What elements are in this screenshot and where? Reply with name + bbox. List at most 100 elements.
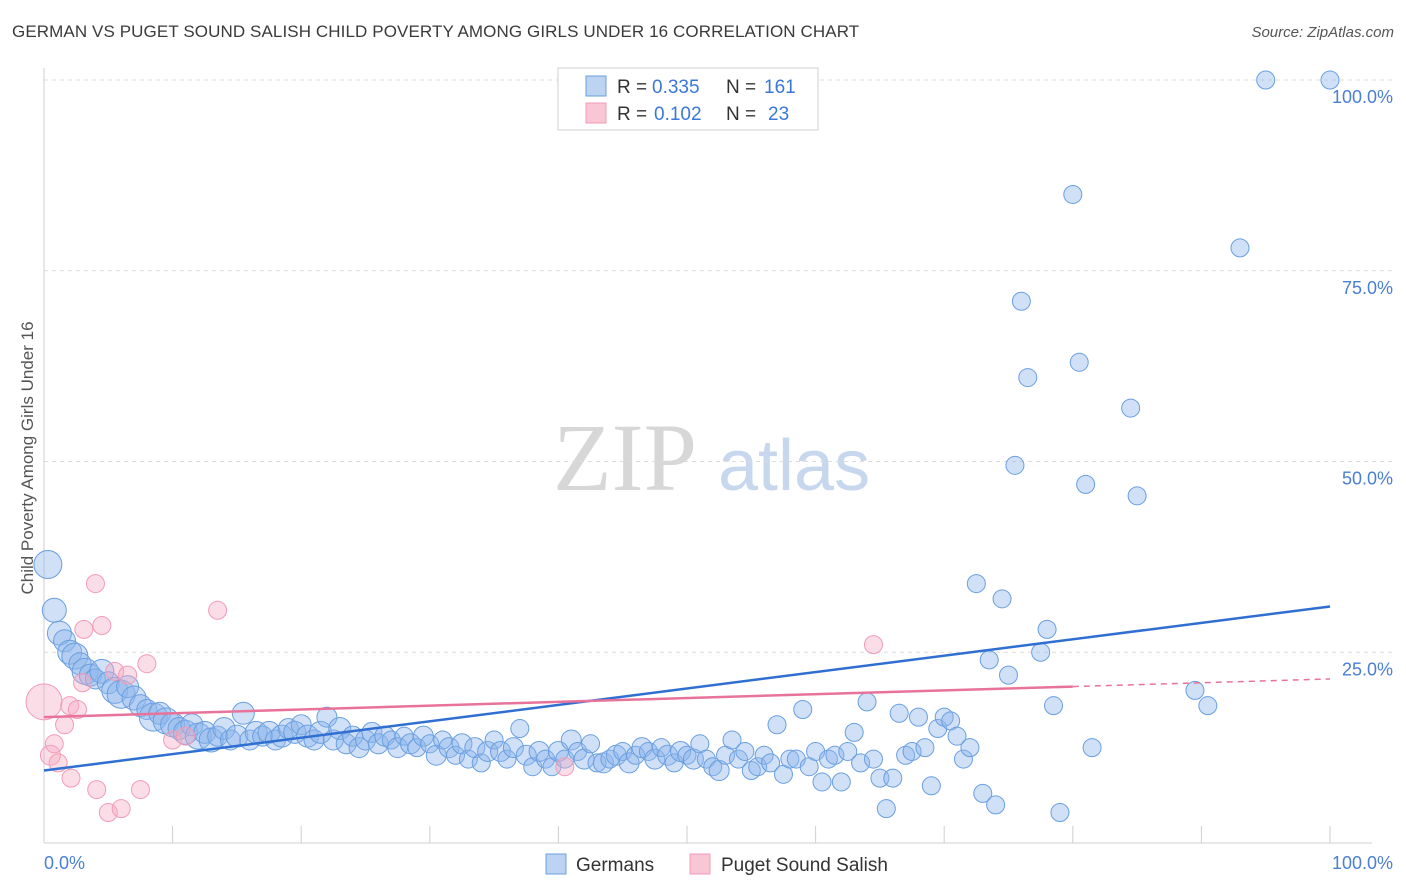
german-point-167 — [1230, 238, 1250, 258]
y-tick-label-50: 50.0% — [1342, 469, 1393, 489]
salish-point-0 — [25, 683, 63, 721]
watermark-zip: ZIP — [553, 404, 697, 511]
german-point-143 — [947, 726, 967, 746]
salish-point-6 — [61, 768, 81, 788]
bottom-legend-germans: Germans — [576, 855, 654, 876]
german-point-137 — [908, 707, 928, 727]
german-point-128 — [851, 753, 871, 773]
german-point-70 — [477, 740, 499, 762]
german-point-124 — [825, 745, 845, 765]
german-point-155 — [1031, 642, 1051, 662]
x-tick-label-100: 100.0% — [1332, 853, 1393, 873]
bottom-legend-salish: Puget Sound Salish — [721, 855, 888, 876]
german-point-159 — [1063, 184, 1083, 204]
gridlines — [44, 79, 1392, 653]
german-point-61 — [420, 734, 440, 754]
german-point-59 — [407, 738, 427, 758]
y-tick-label-100: 100.0% — [1332, 87, 1393, 107]
german-point-149 — [986, 795, 1006, 815]
german-point-134 — [889, 703, 909, 723]
bottom-legend: Germans Puget Sound Salish — [545, 853, 888, 876]
german-point-86 — [581, 734, 601, 754]
german-point-105 — [703, 757, 723, 777]
german-point-29 — [212, 717, 236, 741]
german-point-0 — [33, 550, 63, 580]
german-point-65 — [446, 745, 466, 765]
german-point-166 — [1198, 696, 1218, 716]
legend-swatch-salish — [585, 102, 607, 124]
german-point-150 — [992, 589, 1012, 609]
salish-point-23 — [863, 635, 883, 655]
german-point-130 — [863, 749, 883, 769]
german-point-125 — [831, 772, 851, 792]
german-point-91 — [613, 741, 633, 761]
salish-point-1 — [39, 744, 61, 766]
salish-series — [25, 574, 883, 822]
salish-point-13 — [98, 802, 118, 822]
trend-line-salish — [43, 685, 1073, 719]
legend-swatch-germans — [585, 75, 607, 97]
legend-n-label-salish: N = — [726, 104, 756, 125]
y-tick-label-25: 25.0% — [1342, 659, 1393, 679]
german-point-96 — [644, 748, 666, 770]
german-point-148 — [979, 650, 999, 670]
german-point-112 — [748, 757, 768, 777]
x-tick-label-0: 0.0% — [44, 853, 85, 873]
german-point-122 — [812, 772, 832, 792]
german-point-15 — [121, 685, 147, 711]
german-point-72 — [490, 740, 512, 762]
german-point-28 — [207, 725, 229, 747]
german-point-147 — [973, 783, 993, 803]
german-point-146 — [966, 574, 986, 594]
salish-point-2 — [44, 734, 64, 754]
legend-r-value-salish: 0.102 — [654, 104, 702, 125]
german-point-68 — [464, 737, 486, 759]
german-point-161 — [1076, 474, 1096, 494]
legend-n-value-salish: 23 — [768, 104, 789, 125]
source-credit: Source: ZipAtlas.com — [1251, 24, 1394, 41]
chart-title: GERMAN VS PUGET SOUND SALISH CHILD POVER… — [12, 22, 860, 41]
legend-r-value-germans: 0.335 — [652, 77, 700, 98]
german-point-32 — [231, 701, 255, 725]
german-point-104 — [696, 749, 716, 769]
german-point-117 — [780, 749, 800, 769]
legend-r-label-germans: R = — [617, 77, 647, 98]
german-point-127 — [844, 722, 864, 742]
german-point-126 — [838, 741, 858, 761]
german-point-158 — [1050, 802, 1070, 822]
german-point-132 — [876, 799, 896, 819]
german-point-151 — [999, 665, 1018, 685]
salish-point-20 — [175, 726, 195, 746]
german-point-163 — [1121, 398, 1141, 418]
trend-line-germans — [43, 605, 1331, 772]
german-point-45 — [316, 706, 338, 728]
german-point-109 — [728, 749, 748, 769]
german-point-168 — [1256, 70, 1276, 90]
german-point-4 — [57, 639, 83, 665]
german-point-157 — [1044, 696, 1064, 716]
german-point-66 — [451, 733, 473, 755]
bottom-legend-swatch-salish — [689, 853, 711, 875]
german-point-144 — [953, 749, 973, 769]
german-point-162 — [1082, 738, 1102, 758]
salish-point-15 — [111, 799, 131, 819]
german-point-165 — [1185, 680, 1205, 700]
legend-n-value-germans: 161 — [764, 77, 796, 98]
german-point-79 — [536, 749, 556, 769]
german-point-71 — [484, 730, 504, 750]
german-point-110 — [735, 741, 755, 761]
german-point-169 — [1320, 70, 1340, 90]
watermark-atlas: atlas — [718, 426, 870, 506]
salish-point-17 — [130, 780, 150, 800]
salish-point-18 — [137, 654, 157, 674]
german-point-12 — [101, 676, 129, 704]
salish-point-10 — [85, 574, 105, 594]
german-point-129 — [857, 692, 877, 712]
salish-point-16 — [118, 665, 138, 685]
salish-point-12 — [92, 616, 112, 636]
german-point-31 — [225, 724, 249, 748]
german-point-76 — [515, 744, 537, 766]
salish-point-11 — [87, 780, 107, 800]
german-point-69 — [471, 753, 491, 773]
trend-lines — [43, 605, 1331, 772]
